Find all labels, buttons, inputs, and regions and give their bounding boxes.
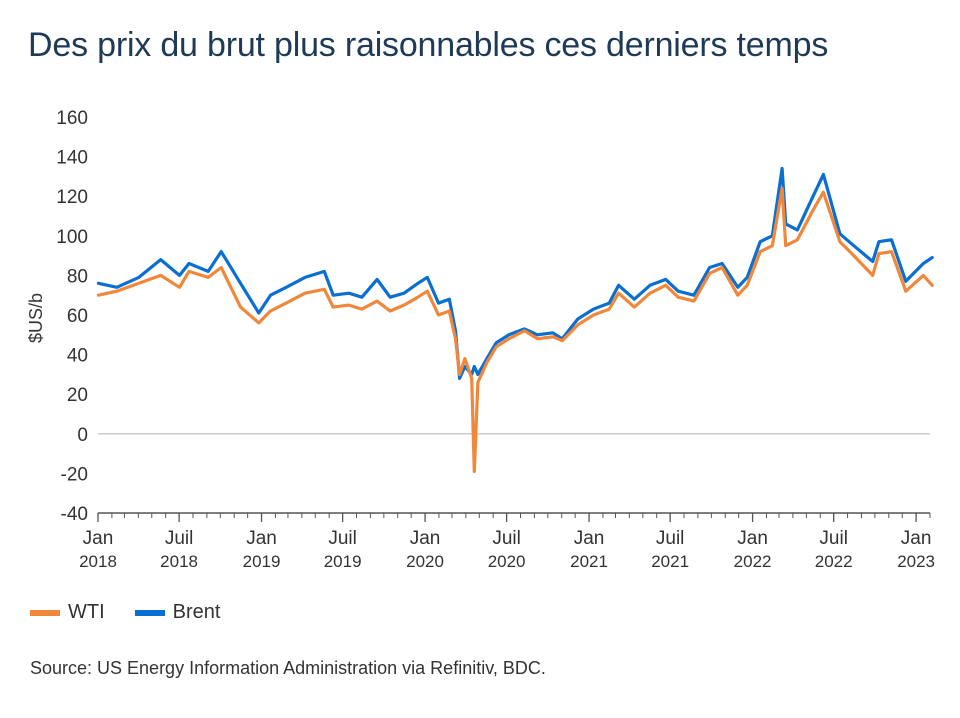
x-tick-year-label: 2020 [488,552,526,571]
x-tick-label: Jan [737,528,768,549]
x-tick-label: Jan [246,528,277,549]
x-tick-label: Jan [574,528,605,549]
y-tick-label: 60 [67,306,88,327]
x-tick-year-label: 2020 [406,552,444,571]
x-tick-year-label: 2023 [897,552,935,571]
series-line-wti [96,186,934,473]
series-lines [96,166,934,473]
y-tick-label: -20 [61,464,88,485]
x-tick-year-label: 2019 [324,552,362,571]
legend-item-wti: WTI [30,601,105,624]
source-note: Source: US Energy Information Administra… [30,658,546,678]
y-tick-label: 100 [56,227,88,248]
legend-item-brent: Brent [134,601,221,624]
y-tick-label: 20 [67,385,88,406]
x-tick-year-label: 2022 [734,552,772,571]
y-tick-label: 120 [56,187,88,208]
y-axis: -40 -20 0 20 40 60 80 100 120 140 160 [56,108,930,525]
y-tick-label: 40 [67,346,88,367]
y-tick-label: 160 [56,108,88,129]
chart-title: Des prix du brut plus raisonnables ces d… [28,26,829,64]
x-tick-year-label: 2021 [570,552,608,571]
x-tick-year-label: 2018 [160,552,198,571]
x-tick-label: Jan [83,528,114,549]
x-tick-label: Juil [492,528,521,549]
y-tick-label: 0 [77,425,88,446]
x-tick-year-label: 2022 [815,552,853,571]
series-line-brent [96,166,934,380]
legend-swatch-wti [30,609,60,616]
x-tick-label: Juil [819,528,848,549]
x-tick-label: Jan [410,528,441,549]
x-tick-label: Juil [328,528,357,549]
legend-label-brent: Brent [172,601,221,623]
line-chart: -40 -20 0 20 40 60 80 100 120 140 160 Jan 2018 Juil 2… [26,108,935,571]
x-tick-year-label: 2021 [651,552,689,571]
x-tick-label: Juil [165,528,194,549]
x-tick-label: Jan [901,528,932,549]
y-tick-label: 140 [56,148,88,169]
x-axis: Jan 2018 Juil 2018 Jan 2019 Juil 2019 Jan 2020 Jui… [79,512,935,571]
legend: WTI Brent [30,601,250,624]
x-tick-label: Juil [656,528,685,549]
legend-label-wti: WTI [68,601,105,623]
x-tick-year-label: 2018 [79,552,117,571]
legend-swatch-brent [134,609,165,616]
y-axis-label: $US/b [26,293,46,343]
y-tick-label: -40 [61,504,88,525]
x-tick-year-label: 2019 [243,552,281,571]
y-tick-label: 80 [67,266,88,287]
